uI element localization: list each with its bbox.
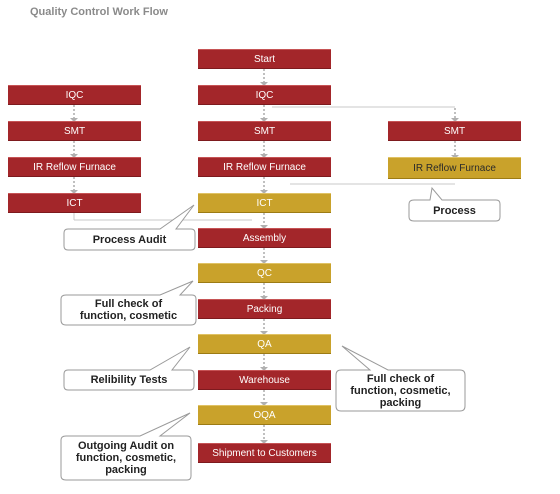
- callout-process-audit-text: Process Audit: [92, 233, 167, 246]
- callout-process: Process: [409, 200, 500, 221]
- flow-iqc: IQC: [198, 85, 331, 105]
- callout-oqa-line2: function, cosmetic,: [75, 452, 177, 464]
- left-flow-iqc: IQC: [8, 85, 141, 105]
- left-flow-ir-reflow: IR Reflow Furnace: [8, 157, 141, 177]
- page-title: Quality Control Work Flow: [30, 6, 168, 18]
- callout-oqa-line3: packing: [105, 464, 147, 476]
- branch-lines: [73, 106, 455, 221]
- left-flow-smt: SMT: [8, 121, 141, 141]
- arrow-heads: [70, 82, 459, 444]
- callout-qc-line2: function, cosmetic: [79, 310, 178, 322]
- callout-qa-check: Full check of function, cosmetic, packin…: [336, 370, 465, 411]
- flow-oqa: OQA: [198, 405, 331, 425]
- callout-qa-line2: function, cosmetic,: [350, 384, 451, 397]
- right-flow-smt: SMT: [388, 121, 521, 141]
- flow-packing: Packing: [198, 299, 331, 319]
- callout-process-text: Process: [433, 204, 476, 217]
- flow-start: Start: [198, 49, 331, 69]
- flow-ict: ICT: [198, 193, 331, 213]
- flow-shipment: Shipment to Customers: [198, 443, 331, 463]
- callout-qc-check: Full check of function, cosmetic: [61, 295, 196, 325]
- flow-smt: SMT: [198, 121, 331, 141]
- flow-warehouse: Warehouse: [198, 370, 331, 390]
- flow-assembly: Assembly: [198, 228, 331, 248]
- callout-qa-line3: packing: [379, 396, 422, 409]
- callout-process-audit: Process Audit: [64, 229, 195, 250]
- callout-oqa-audit: Outgoing Audit on function, cosmetic, pa…: [61, 436, 191, 480]
- callout-reliability: Relibility Tests: [64, 370, 194, 390]
- callout-reliability-text: Relibility Tests: [90, 374, 168, 386]
- callout-oqa-line1: Outgoing Audit on: [77, 440, 175, 452]
- callout-qa-line1: Full check of: [366, 372, 435, 385]
- flow-qc: QC: [198, 263, 331, 283]
- callout-bubbles: [60, 186, 501, 481]
- flow-ir-reflow: IR Reflow Furnace: [198, 157, 331, 177]
- callout-qc-line1: Full check of: [94, 298, 163, 310]
- right-flow-ir-reflow: IR Reflow Furnace: [388, 157, 521, 179]
- flow-qa: QA: [198, 334, 331, 354]
- left-flow-ict: ICT: [8, 193, 141, 213]
